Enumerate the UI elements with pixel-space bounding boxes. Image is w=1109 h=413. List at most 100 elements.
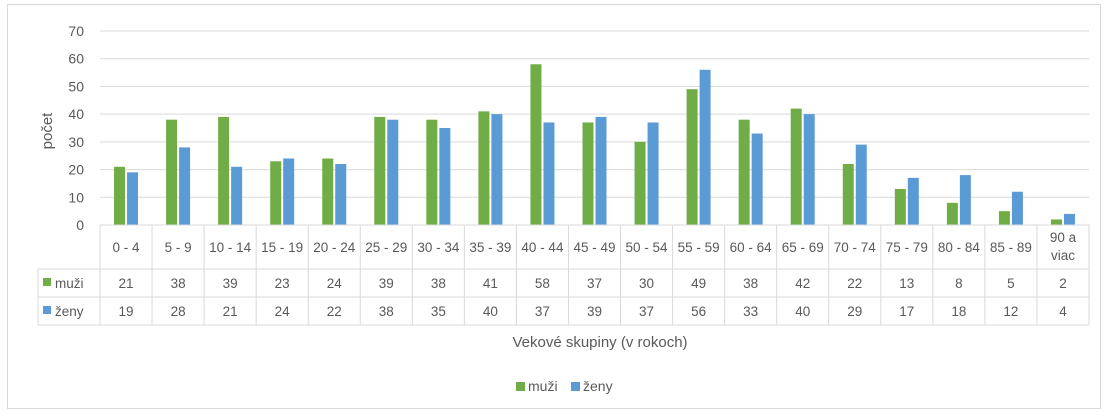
x-axis-label: Vekové skupiny (v rokoch) [512, 334, 687, 351]
bar-muzi [322, 158, 334, 225]
bar-muzi [634, 141, 646, 225]
data-label: 39 [587, 304, 602, 319]
bar-muzi [738, 119, 750, 225]
category-label: 85 - 89 [990, 240, 1032, 255]
bar-muzi [686, 89, 698, 225]
bar-zeny [283, 158, 295, 225]
y-tick-labels: 0 10 20 30 40 50 60 70 [68, 23, 84, 233]
bar-muzi [790, 108, 802, 225]
category-label: 25 - 29 [365, 240, 407, 255]
bar-chart: 0 10 20 30 40 50 60 70 0 - 4 5 - 9 10 - 14 15 - 19… [37, 23, 1090, 394]
bar-zeny [595, 116, 607, 225]
y-tick-label: 40 [68, 106, 84, 122]
bar-muzi [114, 166, 126, 225]
data-label: 24 [327, 276, 343, 291]
data-label: 38 [431, 276, 446, 291]
category-label: 90 a [1050, 230, 1077, 245]
data-label: 28 [171, 304, 186, 319]
bar-zeny [959, 175, 971, 225]
bar-muzi [842, 164, 854, 225]
y-tick-label: 70 [68, 23, 84, 39]
legend-label: ženy [583, 378, 613, 394]
category-label: 55 - 59 [678, 240, 720, 255]
category-label: 10 - 14 [209, 240, 252, 255]
bar-zeny [439, 128, 451, 225]
data-label: 23 [275, 276, 290, 291]
category-label: viac [1051, 248, 1075, 263]
category-label: 45 - 49 [573, 240, 615, 255]
data-label: 24 [275, 304, 291, 319]
data-table: 0 - 4 5 - 9 10 - 14 15 - 19 20 - 24 25 - 29 30… [37, 224, 1090, 326]
legend-label: muži [528, 378, 558, 394]
data-label: 12 [1003, 304, 1018, 319]
bar-zeny [647, 122, 659, 225]
bar-muzi [218, 116, 230, 225]
bar-muzi [894, 188, 906, 225]
bar-zeny [127, 172, 139, 225]
legend-key [571, 382, 580, 391]
legend-key [516, 382, 525, 391]
bar-muzi [426, 119, 438, 225]
category-label: 0 - 4 [113, 240, 141, 255]
bar-zeny [699, 69, 711, 225]
data-label: 40 [483, 304, 498, 319]
data-label: 35 [431, 304, 446, 319]
data-label: 41 [483, 276, 498, 291]
table-series-name: ženy [55, 304, 84, 319]
data-label: 38 [171, 276, 186, 291]
category-label: 65 - 69 [782, 240, 824, 255]
data-label: 49 [691, 276, 706, 291]
y-tick-label: 50 [68, 78, 84, 94]
y-tick-label: 20 [68, 162, 84, 178]
category-label: 20 - 24 [313, 240, 356, 255]
category-label: 80 - 84 [938, 240, 981, 255]
data-label: 37 [587, 276, 602, 291]
category-label: 75 - 79 [886, 240, 928, 255]
bar-muzi [478, 111, 490, 225]
bar-zeny [543, 122, 555, 225]
bars [114, 64, 1075, 225]
data-label: 18 [951, 304, 966, 319]
bar-muzi [998, 211, 1010, 225]
bar-zeny [1011, 191, 1023, 225]
bar-muzi [270, 161, 282, 225]
bar-zeny [751, 133, 763, 225]
data-label: 21 [223, 304, 238, 319]
data-label: 58 [535, 276, 550, 291]
bar-muzi [166, 119, 178, 225]
category-label: 30 - 34 [417, 240, 460, 255]
data-label: 39 [379, 276, 394, 291]
category-label: 15 - 19 [261, 240, 303, 255]
data-label: 17 [899, 304, 914, 319]
data-label: 2 [1059, 276, 1067, 291]
bar-zeny [179, 147, 191, 225]
bar-zeny [1063, 213, 1075, 225]
data-label: 30 [639, 276, 654, 291]
y-tick-label: 0 [76, 217, 84, 233]
table-legend-key [43, 278, 51, 286]
data-label: 8 [955, 276, 963, 291]
data-label: 29 [847, 304, 862, 319]
data-label: 39 [223, 276, 238, 291]
chart-frame: 0 10 20 30 40 50 60 70 0 - 4 5 - 9 10 - 14 15 - 19… [7, 4, 1101, 409]
data-label: 22 [847, 276, 862, 291]
bar-muzi [1050, 219, 1062, 225]
category-label: 60 - 64 [730, 240, 773, 255]
data-label: 38 [379, 304, 394, 319]
bar-zeny [231, 166, 243, 225]
bar-zeny [491, 114, 503, 225]
bar-zeny [335, 164, 347, 225]
bar-zeny [387, 119, 399, 225]
y-tick-label: 30 [68, 134, 84, 150]
bar-zeny [803, 114, 815, 225]
category-label: 50 - 54 [626, 240, 669, 255]
data-label: 22 [327, 304, 342, 319]
data-label: 33 [743, 304, 758, 319]
category-label: 35 - 39 [469, 240, 511, 255]
bar-muzi [530, 64, 542, 225]
data-label: 56 [691, 304, 706, 319]
gridlines [100, 30, 1089, 226]
category-label: 70 - 74 [834, 240, 877, 255]
category-label: 40 - 44 [521, 240, 564, 255]
data-label: 21 [119, 276, 134, 291]
